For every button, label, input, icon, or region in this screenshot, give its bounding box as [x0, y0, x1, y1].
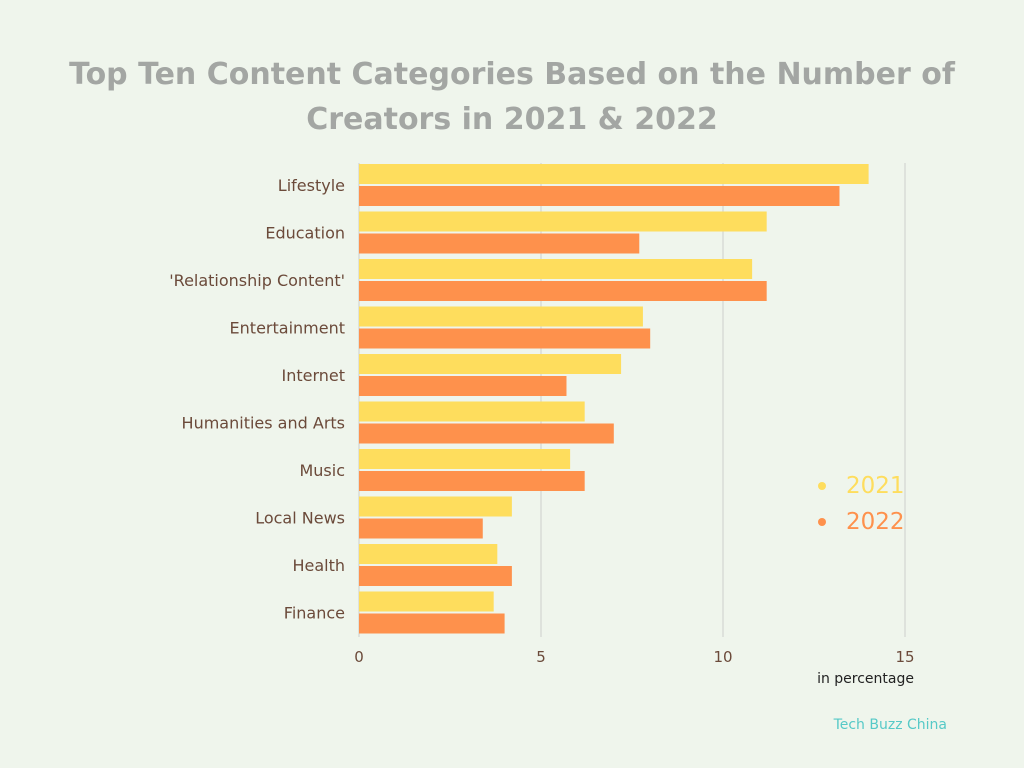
category-label: Lifestyle	[278, 176, 345, 195]
bar-2021	[359, 401, 585, 422]
category-label: Local News	[255, 509, 345, 528]
bar-2022	[359, 233, 640, 254]
bar-2021	[359, 449, 571, 469]
x-tick-label: 10	[713, 648, 732, 666]
bar-2021	[359, 544, 498, 564]
bar-2022	[359, 281, 767, 301]
legend-dot-icon	[818, 518, 826, 526]
chart-title: Top Ten Content Categories Based on the …	[69, 57, 955, 137]
bar-2021	[359, 259, 753, 279]
x-tick-label: 0	[354, 648, 364, 666]
category-label: Internet	[281, 366, 345, 385]
x-tick-label: 15	[895, 648, 914, 666]
category-label: Music	[299, 461, 345, 480]
bar-2022	[359, 328, 651, 349]
source-credit: Tech Buzz China	[833, 717, 947, 733]
category-label: 'Relationship Content'	[169, 271, 345, 290]
legend-label: 2022	[846, 509, 905, 535]
bar-2022	[359, 186, 840, 206]
bar-2021	[359, 164, 869, 184]
bar-2021	[359, 306, 643, 327]
bar-2022	[359, 566, 512, 586]
legend-item-2021: 2021	[818, 471, 928, 501]
category-labels: Lifestyle Education 'Relationship Content'…	[169, 176, 345, 623]
category-label: Health	[292, 556, 345, 575]
legend-dot-icon	[818, 482, 826, 490]
bar-2022	[359, 471, 585, 491]
bar-2022	[359, 613, 505, 634]
category-label: Entertainment	[230, 319, 345, 338]
bar-2021	[359, 591, 494, 612]
category-label: Education	[265, 224, 345, 243]
category-label: Finance	[284, 604, 345, 623]
x-tick-label: 5	[536, 648, 546, 666]
x-tick-labels: 0 5 10 15	[354, 648, 914, 666]
category-label: Humanities and Arts	[182, 414, 345, 433]
bar-2021	[359, 496, 512, 517]
bar-2022	[359, 518, 483, 539]
legend-label: 2021	[846, 473, 905, 499]
bar-2022	[359, 376, 567, 396]
bar-2022	[359, 423, 614, 444]
bar-2021	[359, 211, 767, 232]
bar-2021	[359, 354, 622, 374]
bars	[359, 164, 869, 634]
x-axis-label: in percentage	[817, 671, 914, 687]
legend-item-2022: 2022	[818, 507, 928, 537]
